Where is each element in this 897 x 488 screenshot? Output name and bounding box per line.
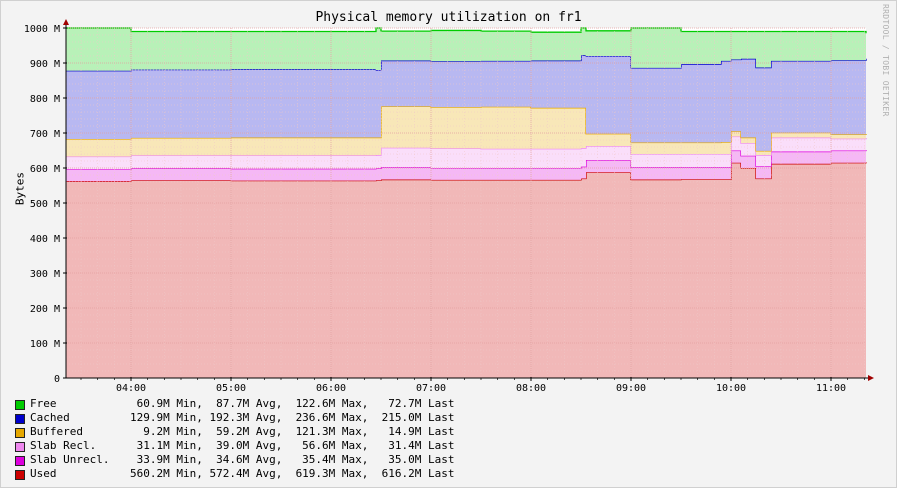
x-tick-label: 10:00 <box>716 383 746 394</box>
line-free <box>66 27 867 34</box>
y-tick-label: 400 M <box>30 234 60 245</box>
x-tick-label: 06:00 <box>316 383 346 394</box>
legend-label: Buffered <box>30 425 83 438</box>
legend-swatch <box>15 442 25 452</box>
area-buffered <box>66 106 866 157</box>
y-tick-label: 300 M <box>30 269 60 280</box>
legend-stats: 9.2M Min, 59.2M Avg, 121.3M Max, 14.9M L… <box>130 425 455 438</box>
legend-swatch <box>15 470 25 480</box>
x-tick-label: 11:00 <box>816 383 846 394</box>
y-tick-label: 600 M <box>30 164 60 175</box>
legend-swatch <box>15 456 25 466</box>
y-tick-label: 700 M <box>30 129 60 140</box>
y-axis-arrow <box>63 19 69 25</box>
y-tick-label: 900 M <box>30 59 60 70</box>
legend-label: Cached <box>30 411 70 424</box>
area-used <box>66 162 866 378</box>
y-axis-label: Bytes <box>13 171 27 206</box>
area-cached <box>66 55 866 151</box>
legend-label: Slab Unrecl. <box>30 453 110 466</box>
area-slab-unrecl <box>66 150 866 182</box>
chart-title: Physical memory utilization on fr1 <box>315 10 582 25</box>
y-tick-label: 1000 M <box>24 24 60 35</box>
area-free <box>66 28 866 71</box>
y-tick-label: 500 M <box>30 199 60 210</box>
x-axis-arrow <box>868 375 874 381</box>
x-tick-label: 09:00 <box>616 383 646 394</box>
legend-label: Used <box>30 467 57 480</box>
y-tick-label: 0 <box>54 374 60 385</box>
x-tick-label: 04:00 <box>116 383 146 394</box>
x-tick-label: 07:00 <box>416 383 446 394</box>
legend-stats: 129.9M Min, 192.3M Avg, 236.6M Max, 215.… <box>130 411 455 424</box>
x-tick-label: 05:00 <box>216 383 246 394</box>
legend-swatch <box>15 400 25 410</box>
legend-label: Slab Recl. <box>30 439 97 452</box>
x-tick-label: 08:00 <box>516 383 546 394</box>
rrdtool-watermark: RRDTOOL / TOBI OETIKER <box>881 4 890 117</box>
legend-stats: 33.9M Min, 34.6M Avg, 35.4M Max, 35.0M L… <box>130 453 455 466</box>
y-tick-label: 100 M <box>30 339 60 350</box>
legend-swatch <box>15 414 25 424</box>
y-tick-label: 200 M <box>30 304 60 315</box>
legend-swatch <box>15 428 25 438</box>
legend-stats: 560.2M Min, 572.4M Avg, 619.3M Max, 616.… <box>130 467 455 480</box>
legend-label: Free <box>30 397 57 410</box>
y-tick-label: 800 M <box>30 94 60 105</box>
legend-stats: 60.9M Min, 87.7M Avg, 122.6M Max, 72.7M … <box>130 397 455 410</box>
legend-stats: 31.1M Min, 39.0M Avg, 56.6M Max, 31.4M L… <box>130 439 455 452</box>
